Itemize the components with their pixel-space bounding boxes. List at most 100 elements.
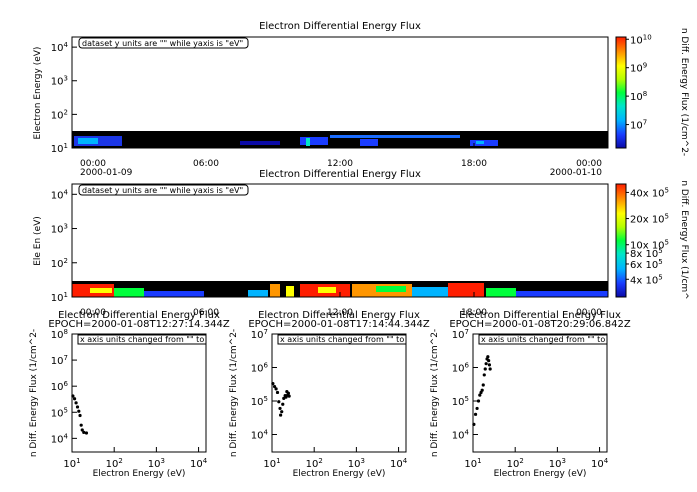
y-tick-label: 104 [51,41,69,54]
slice-3-frame [472,333,608,453]
data-point [475,406,479,411]
panel-1-title: Electron Differential Energy Flux [259,21,421,32]
y-tick-label: 105 [452,395,469,408]
slice-3-title: Electron Differential Energy Flux [459,310,621,321]
colorbar-tick-label: 8x 105 [630,247,663,260]
slice-1-x-label: Electron Energy (eV) [93,469,186,479]
x-tick-label: 101 [63,457,80,470]
panel-1-y-label: Electron Energy (eV) [33,47,43,140]
spectrogram-2-burst [248,290,268,297]
slice-2-annotation: x axis units changed from "" to [280,335,404,344]
x-tick-label: 104 [591,457,609,470]
slice-3-y-label: n Diff. Energy Flux (1/cm^2- [430,329,440,457]
spectrogram-1-burst [300,137,328,145]
x-tick-label: 00:00 [80,308,106,318]
colorbar-tick-label: 107 [630,119,647,132]
slice-3-axes: 101 102 103 104 104 105 106 107 [452,328,609,470]
x-tick-label: 12:00 [327,308,353,318]
data-point [79,423,83,427]
data-point [82,430,86,434]
panel-2-frame [71,183,609,298]
slice-2-y-label: n Diff. Energy Flux (1/cm^2- [229,329,239,457]
data-point [478,393,482,397]
x-tick-label: 101 [464,457,481,470]
slice-2-frame [271,333,407,453]
x-tick-date: 2000-01-09 [80,168,133,178]
x-tick-label: 103 [148,457,165,470]
slice-1-points [71,394,89,435]
slice-panel-2: Electron Differential Energy Flux EPOCH=… [229,310,430,479]
slice-1-frame [71,333,207,453]
x-tick-label: 102 [306,457,323,470]
panel-2-colorbar [615,183,627,298]
data-point [84,431,89,435]
panel-2-x-axis: 00:00 06:00 12:00 18:00 00:00 [71,292,609,318]
y-tick-label: 103 [51,223,68,236]
slice-2-points [271,382,291,417]
y-tick-label: 105 [51,406,68,419]
colorbar-tick-label: 1010 [630,33,652,46]
y-tick-label: 104 [51,432,69,445]
data-point [473,412,478,416]
data-point [279,413,283,417]
data-point [278,406,282,411]
data-point [484,362,488,366]
spectrogram-2-burst [412,287,448,297]
data-point [487,363,492,367]
data-point [77,409,81,413]
data-point [277,400,281,404]
panel-1-colorbar [615,36,627,149]
data-point [71,394,75,398]
colorbar-tick-label: 10x 105 [630,239,669,252]
panel-1-y-axis: 101 102 103 104 [51,41,77,155]
colorbar-tick-label: 6x 105 [630,258,663,271]
data-point [80,428,84,432]
data-point [72,397,77,401]
y-tick-label: 103 [51,75,68,88]
x-tick-label: 12:00 [327,159,353,169]
spectrogram-2-burst [376,286,406,292]
y-tick-label: 105 [251,395,268,408]
data-point [275,390,280,395]
x-tick-label: 104 [390,457,408,470]
data-point [280,410,284,414]
slice-1-y-label: n Diff. Energy Flux (1/cm^2- [29,329,39,457]
panel-2-y-axis: 101 102 103 104 [51,188,77,304]
slice-3-subtitle: EPOCH=2000-01-08T20:29:06.842Z [449,319,631,330]
y-tick-label: 104 [51,188,69,201]
x-tick-label: 101 [263,457,280,470]
slice-2-axes: 101 102 103 104 104 105 106 107 [251,328,408,470]
slice-2-subtitle: EPOCH=2000-01-08T17:14:44.344Z [248,319,430,330]
slice-2-x-label: Electron Energy (eV) [293,469,386,479]
data-point [486,355,490,359]
spectrogram-1-burst [240,141,280,145]
spectrogram-1-burst [476,141,484,144]
y-tick-label: 107 [51,354,68,367]
spectrogram-2-burst [90,288,112,293]
data-point [271,382,275,386]
y-tick-label: 106 [251,361,269,374]
data-point [488,367,492,371]
colorbar-tick-label: 20x 105 [630,213,669,226]
y-tick-label: 106 [452,361,470,374]
spectrogram-panel-1: Electron Differential Energy Flux datase… [33,21,689,178]
spectrogram-2-burst [318,287,336,293]
slice-3-points [472,355,492,427]
spectrogram-2-burst [286,286,294,297]
data-point [74,401,78,405]
spectrogram-1-burst [306,138,310,146]
panel-1-colorbar-label: n Diff. Energy Flux (1/cm^2- [679,28,689,156]
y-tick-label: 102 [51,108,68,121]
data-point [483,367,487,371]
slice-1-title: Electron Differential Energy Flux [58,310,220,321]
data-point [274,387,278,391]
spectrogram-2-burst [516,291,608,297]
data-point [480,388,484,392]
slice-1-axes: 101 102 103 104 104 105 106 107 108 [51,328,208,470]
colorbar-tick-label: 108 [630,90,647,103]
data-point [472,422,476,427]
data-point [286,391,291,395]
spectrogram-2-burst [144,291,204,297]
